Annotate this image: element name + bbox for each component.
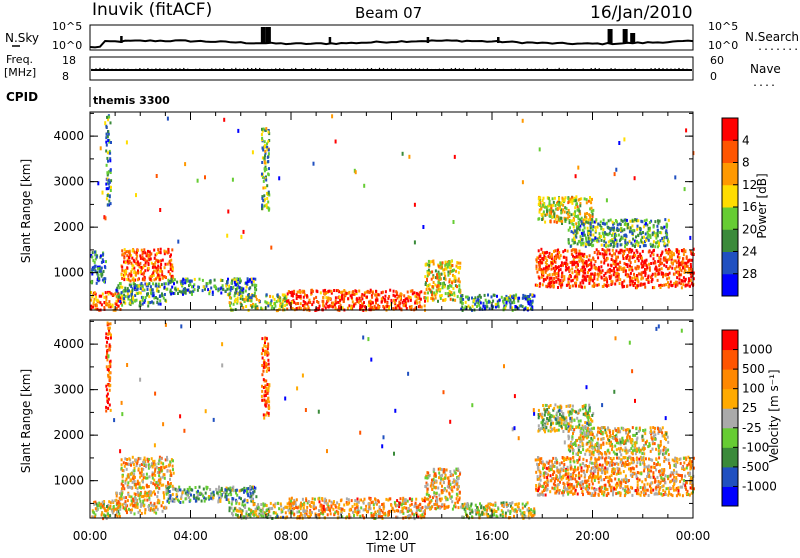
power-colorbar-tick-label: 28	[742, 267, 757, 281]
velocity-colorbar-swatch	[722, 408, 738, 428]
velocity-colorbar-swatch	[722, 447, 738, 467]
power-plot-area: 1000 2000 3000 4000	[53, 112, 694, 312]
nsky-trace	[90, 40, 693, 47]
nsky-spike-2	[266, 27, 271, 43]
velocity-colorbar-tick-label: 1000	[742, 343, 773, 357]
power-colorbar-swatch	[722, 185, 738, 208]
cpid-value: themis 3300	[93, 94, 170, 107]
freq-panel: Freq. [MHz] 18 8 60 0 Nave ....	[4, 53, 781, 89]
cpid-label: CPID	[6, 90, 38, 104]
time-tick-label: 20:00	[575, 529, 610, 543]
range-tick-label: 2000	[53, 428, 84, 442]
freq-tick-bottom: 8	[62, 70, 69, 83]
power-ylabel: Slant Range [km]	[19, 159, 33, 263]
time-tick-label: 00:00	[73, 529, 108, 543]
time-tick-label: 00:00	[676, 529, 711, 543]
nsky-spike-7	[623, 29, 628, 43]
nsky-spike-5	[497, 37, 500, 43]
cpid-panel: CPID themis 3300	[6, 87, 170, 107]
nsky-tick-bottom: 10^0	[52, 39, 82, 52]
freq-unit: [MHz]	[4, 66, 36, 79]
beam-title: Beam 07	[355, 4, 422, 22]
velocity-colorbar-tick-label: 100	[742, 382, 765, 396]
velocity-colorbar-tick-label: -500	[742, 460, 769, 474]
velocity-colorbar-swatch	[722, 428, 738, 448]
freq-label: Freq.	[6, 53, 33, 66]
nsky-spike-1	[261, 27, 266, 43]
nsearch-tick-bottom: 10^0	[708, 39, 738, 52]
time-tick-label: 08:00	[274, 529, 309, 543]
station-title: Inuvik (fitACF)	[92, 0, 212, 20]
power-colorbar-swatch	[722, 252, 738, 275]
power-colorbar-swatch	[722, 207, 738, 230]
date-title: 16/Jan/2010	[590, 3, 693, 23]
power-colorbar-swatch	[722, 140, 738, 163]
range-tick-label: 4000	[53, 337, 84, 351]
time-axis-label: Time UT	[365, 541, 416, 554]
range-tick-label: 3000	[53, 175, 84, 189]
range-tick-label: 1000	[53, 266, 84, 280]
velocity-colorbar-tick-label: 500	[742, 362, 765, 376]
velocity-colorbar-swatch	[722, 486, 738, 506]
velocity-ylabel: Slant Range [km]	[19, 369, 33, 473]
nsky-spike-4	[427, 37, 430, 43]
nave-label: Nave	[750, 62, 781, 76]
range-tick-label: 2000	[53, 220, 84, 234]
velocity-colorbar-tick-label: -100	[742, 440, 769, 454]
time-tick-label: 16:00	[475, 529, 510, 543]
nsky-label: N.Sky	[5, 31, 39, 45]
velocity-colorbar-tick-label: 25	[742, 401, 757, 415]
velocity-colorbar-label: Velocity [m s⁻¹]	[767, 369, 781, 462]
nave-tick-bottom: 0	[710, 70, 717, 83]
range-tick-label: 1000	[53, 474, 84, 488]
velocity-colorbar-swatch	[722, 389, 738, 409]
power-colorbar-label: Power [dB]	[755, 173, 769, 238]
range-tick-label: 3000	[53, 383, 84, 397]
nave-tick-top: 60	[710, 54, 724, 67]
nsearch-dots: .......	[757, 42, 799, 53]
nsky-spike-8	[630, 33, 635, 43]
velocity-colorbar-swatch	[722, 350, 738, 370]
power-colorbar-tick-label: 8	[742, 156, 750, 170]
power-colorbar-tick-label: 24	[742, 245, 757, 259]
velocity-panel: 1000 2000 3000 4000 Slant Range [km]	[19, 320, 695, 520]
range-tick-label: 4000	[53, 129, 84, 143]
velocity-plot-area: 1000 2000 3000 4000	[53, 320, 694, 520]
velocity-colorbar-tick-label: -25	[742, 421, 762, 435]
nsky-spike-3	[329, 37, 332, 43]
nsearch-tick-top: 10^5	[708, 20, 738, 33]
nsky-tick-top: 10^5	[52, 20, 82, 33]
velocity-colorbar-swatch	[722, 330, 738, 350]
nsky-spike-0	[120, 36, 123, 43]
power-colorbar-swatch	[722, 274, 738, 297]
velocity-colorbar-swatch	[722, 467, 738, 487]
time-tick-label: 04:00	[173, 529, 208, 543]
power-panel: 1000 2000 3000 4000 Slant Range [km]	[19, 112, 695, 312]
nsky-panel: N.Sky 10^5 10^0 10^5 10^0 N.Search .....…	[5, 20, 799, 53]
velocity-colorbar: 1000 500 100 25 -25 -100 -500 -1000 Velocity [m…	[722, 330, 781, 507]
power-colorbar-tick-label: 4	[742, 133, 750, 147]
power-colorbar-swatch	[722, 163, 738, 186]
velocity-colorbar-swatch	[722, 369, 738, 389]
freq-tick-top: 18	[62, 54, 76, 67]
power-colorbar-swatch	[722, 118, 738, 141]
power-colorbar-swatch	[722, 229, 738, 252]
nsky-spike-6	[608, 29, 613, 43]
velocity-colorbar-tick-label: -1000	[742, 479, 777, 493]
nave-dots-legend: ....	[752, 78, 776, 89]
